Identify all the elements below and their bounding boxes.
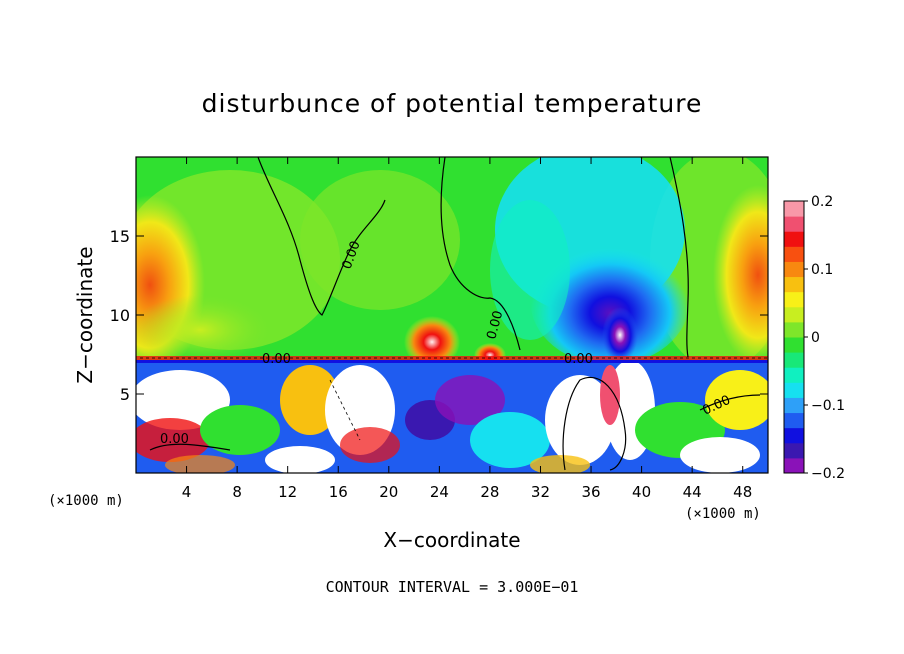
x-tick-label: 48 <box>733 483 752 501</box>
colorbar-swatch <box>784 352 804 368</box>
x-axis-label: X−coordinate <box>383 528 520 552</box>
colorbar-swatch <box>784 337 804 353</box>
x-tick-label: 36 <box>581 483 600 501</box>
colorbar-tick-label: 0.1 <box>811 262 833 278</box>
contour-lines <box>149 157 761 471</box>
x-tick-label: 24 <box>430 483 449 501</box>
colorbar-swatch <box>784 442 804 459</box>
x-tick-label: 28 <box>480 483 499 501</box>
colorbar-swatch <box>784 457 804 474</box>
colorbar-swatch <box>784 412 804 429</box>
y-axis: 5 10 15 <box>110 227 768 404</box>
contour-label: 0.00 <box>160 432 189 447</box>
colorbar-swatch <box>784 261 804 278</box>
colorbar-swatch <box>784 382 804 398</box>
contour-label: 0.00 <box>484 309 506 341</box>
colorbar-swatch <box>784 201 804 217</box>
y-axis-label: Z−coordinate <box>73 246 97 383</box>
colorbar-swatch <box>784 291 804 308</box>
colorbar-swatch <box>784 397 804 414</box>
x-tick-label: 8 <box>232 483 242 501</box>
chart-title: disturbunce of potential temperature <box>202 89 703 118</box>
colorbar-ticks: 0.2 0.1 0 −0.1 −0.2 <box>804 194 845 482</box>
contour-label: 0.00 <box>262 352 291 367</box>
x-tick-label: 16 <box>329 483 348 501</box>
colorbar <box>783 200 805 474</box>
colorbar-swatch <box>784 231 804 247</box>
color-field: 0.00 0.00 0.00 0.00 0.00 0.00 <box>136 157 768 473</box>
colorbar-tick-label: 0 <box>811 330 820 346</box>
colorbar-tick-label: 0.2 <box>811 194 833 210</box>
y-tick-label: 5 <box>120 385 130 404</box>
x-axis: 4 8 12 16 20 24 28 32 36 40 44 48 <box>182 157 752 501</box>
x-tick-label: 4 <box>182 483 192 501</box>
x-tick-label: 44 <box>683 483 702 501</box>
colorbar-tick-label: −0.1 <box>811 398 845 414</box>
x-tick-label: 12 <box>278 483 297 501</box>
y-tick-label: 15 <box>110 227 130 246</box>
x-tick-label: 20 <box>379 483 398 501</box>
x-tick-label: 40 <box>632 483 651 501</box>
x-tick-label: 32 <box>531 483 550 501</box>
contour-interval-note: CONTOUR INTERVAL = 3.000E−01 <box>326 578 579 596</box>
colorbar-tick-label: −0.2 <box>811 466 845 482</box>
y-tick-label: 10 <box>110 306 130 325</box>
colorbar-swatch <box>784 427 804 444</box>
x-unit-label: (×1000 m) <box>48 493 124 509</box>
z-unit-label: (×1000 m) <box>685 506 761 522</box>
colorbar-swatch <box>784 321 804 338</box>
colorbar-swatch <box>784 216 804 232</box>
contour-label: 0.00 <box>564 352 593 367</box>
colorbar-swatch <box>784 306 804 323</box>
colorbar-swatch <box>784 276 804 293</box>
colorbar-swatch <box>784 367 804 383</box>
colorbar-swatch <box>784 246 804 262</box>
